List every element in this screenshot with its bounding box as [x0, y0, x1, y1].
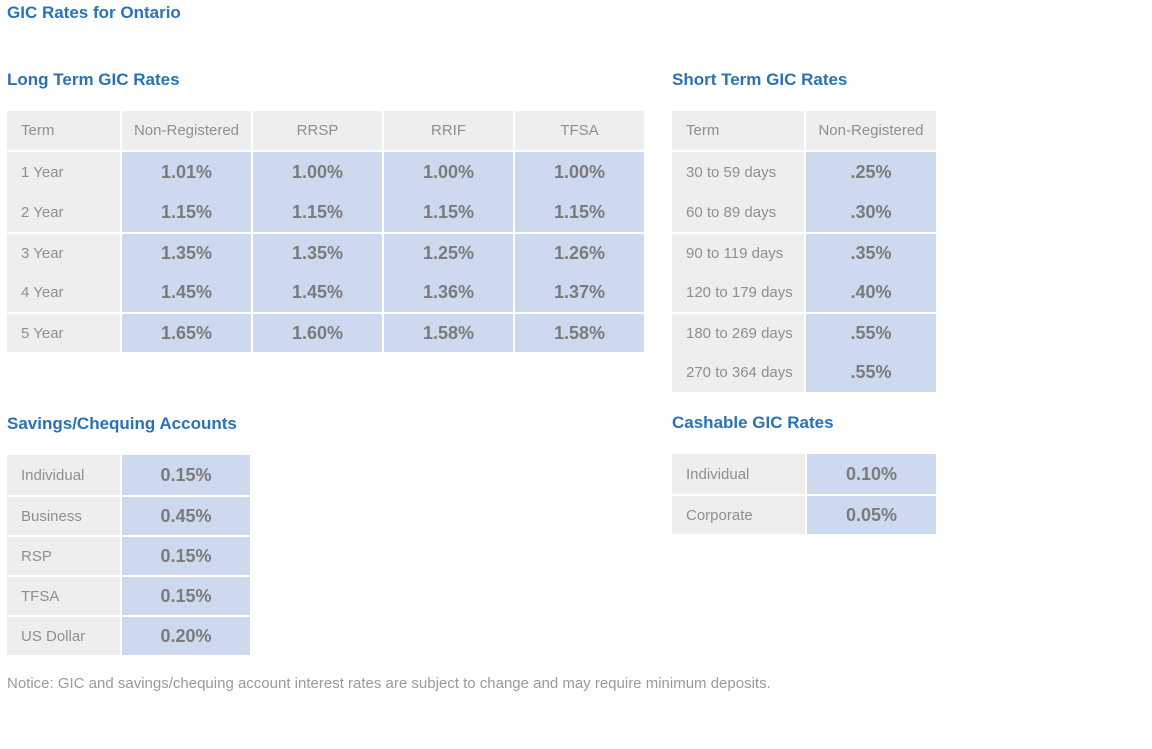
- rate-value-cell: .40%: [804, 272, 936, 312]
- table-row: 120 to 179 days .40%: [672, 272, 936, 312]
- savings-chequing-rates-table: Individual 0.15% Business 0.45% RSP 0.15% TFSA…: [7, 455, 250, 655]
- rates-notice: Notice: GIC and savings/chequing account…: [7, 675, 771, 692]
- long-term-rates-table: Term Non-Registered RRSP RRIF TFSA 1 Year 1.01…: [7, 111, 644, 352]
- right-column: Short Term GIC Rates Term Non-Registered 3…: [672, 71, 1144, 534]
- section-short-term-gic-rates: Short Term GIC Rates Term Non-Registered 3…: [672, 71, 1144, 392]
- column-header-non-registered: Non-Registered: [120, 111, 251, 152]
- rate-value-cell: .35%: [804, 232, 936, 272]
- term-label-cell: 1 Year: [7, 152, 120, 192]
- rate-value-cell: .55%: [804, 312, 936, 352]
- term-label-cell: RSP: [7, 535, 120, 575]
- rate-value-cell: 1.35%: [120, 232, 251, 272]
- term-label-cell: Individual: [672, 454, 805, 494]
- rate-value-cell: 1.25%: [382, 232, 513, 272]
- rate-value-cell: 1.00%: [382, 152, 513, 192]
- table-row: 90 to 119 days .35%: [672, 232, 936, 272]
- table-row: Business 0.45%: [7, 495, 250, 535]
- rate-value-cell: 1.45%: [120, 272, 251, 312]
- rate-value-cell: 1.35%: [251, 232, 382, 272]
- rate-value-cell: 1.15%: [251, 192, 382, 232]
- column-header-rrsp: RRSP: [251, 111, 382, 152]
- table-row: 4 Year 1.45% 1.45% 1.36% 1.37%: [7, 272, 644, 312]
- term-label-cell: 90 to 119 days: [672, 232, 804, 272]
- term-label-cell: 270 to 364 days: [672, 352, 804, 392]
- table-row: 270 to 364 days .55%: [672, 352, 936, 392]
- rate-value-cell: 1.60%: [251, 312, 382, 352]
- term-label-cell: US Dollar: [7, 615, 120, 655]
- rate-value-cell: 0.15%: [120, 455, 250, 495]
- column-header-term: Term: [672, 111, 804, 152]
- short-term-rates-table-host: Term Non-Registered 30 to 59 days .25% 60 to…: [672, 111, 1144, 392]
- section-long-term-gic-rates: Long Term GIC Rates Term Non-Registered RR…: [7, 71, 672, 352]
- table-row: Corporate 0.05%: [672, 494, 936, 534]
- table-row: 5 Year 1.65% 1.60% 1.58% 1.58%: [7, 312, 644, 352]
- content-columns: Long Term GIC Rates Term Non-Registered RR…: [7, 71, 1144, 655]
- rate-value-cell: 1.15%: [513, 192, 644, 232]
- rate-value-cell: 0.15%: [120, 535, 250, 575]
- section-heading-savings-chequing: Savings/Chequing Accounts: [7, 414, 237, 433]
- section-heading-cashable: Cashable GIC Rates: [672, 413, 834, 432]
- rate-value-cell: 1.45%: [251, 272, 382, 312]
- savings-chequing-table-host: Individual 0.15% Business 0.45% RSP 0.15% TFSA…: [7, 455, 672, 655]
- rate-value-cell: 1.58%: [382, 312, 513, 352]
- table-row: RSP 0.15%: [7, 535, 250, 575]
- rate-value-cell: 0.15%: [120, 575, 250, 615]
- term-label-cell: 5 Year: [7, 312, 120, 352]
- rate-value-cell: 1.36%: [382, 272, 513, 312]
- term-label-cell: 120 to 179 days: [672, 272, 804, 312]
- cashable-rates-table: Individual 0.10% Corporate 0.05%: [672, 454, 936, 534]
- rate-value-cell: 1.26%: [513, 232, 644, 272]
- rate-value-cell: 1.15%: [120, 192, 251, 232]
- term-label-cell: 180 to 269 days: [672, 312, 804, 352]
- table-header-row: Term Non-Registered: [672, 111, 936, 152]
- section-savings-chequing: Savings/Chequing Accounts Individual 0.15…: [7, 415, 672, 655]
- column-header-rrif: RRIF: [382, 111, 513, 152]
- long-term-rates-table-host: Term Non-Registered RRSP RRIF TFSA 1 Year 1.01…: [7, 111, 672, 352]
- table-row: 180 to 269 days .55%: [672, 312, 936, 352]
- rate-value-cell: 1.00%: [513, 152, 644, 192]
- table-row: 30 to 59 days .25%: [672, 152, 936, 192]
- column-header-tfsa: TFSA: [513, 111, 644, 152]
- table-row: TFSA 0.15%: [7, 575, 250, 615]
- table-row: 3 Year 1.35% 1.35% 1.25% 1.26%: [7, 232, 644, 272]
- section-heading-long-term: Long Term GIC Rates: [7, 70, 180, 89]
- term-label-cell: Business: [7, 495, 120, 535]
- table-row: US Dollar 0.20%: [7, 615, 250, 655]
- rate-value-cell: 1.58%: [513, 312, 644, 352]
- table-row: 1 Year 1.01% 1.00% 1.00% 1.00%: [7, 152, 644, 192]
- term-label-cell: Corporate: [672, 494, 805, 534]
- rate-value-cell: 0.10%: [805, 454, 936, 494]
- rate-value-cell: .30%: [804, 192, 936, 232]
- rate-value-cell: 1.00%: [251, 152, 382, 192]
- rate-value-cell: .25%: [804, 152, 936, 192]
- column-header-non-registered: Non-Registered: [804, 111, 936, 152]
- table-header-row: Term Non-Registered RRSP RRIF TFSA: [7, 111, 644, 152]
- rate-value-cell: 1.01%: [120, 152, 251, 192]
- page-title: GIC Rates for Ontario: [7, 3, 181, 22]
- rate-value-cell: 1.15%: [382, 192, 513, 232]
- short-term-rates-table: Term Non-Registered 30 to 59 days .25% 60 to…: [672, 111, 936, 392]
- section-heading-short-term: Short Term GIC Rates: [672, 70, 848, 89]
- column-header-term: Term: [7, 111, 120, 152]
- rate-value-cell: 0.20%: [120, 615, 250, 655]
- rate-value-cell: .55%: [804, 352, 936, 392]
- rate-value-cell: 1.65%: [120, 312, 251, 352]
- table-row: 60 to 89 days .30%: [672, 192, 936, 232]
- table-row: Individual 0.15%: [7, 455, 250, 495]
- term-label-cell: 3 Year: [7, 232, 120, 272]
- rate-value-cell: 0.05%: [805, 494, 936, 534]
- term-label-cell: TFSA: [7, 575, 120, 615]
- table-row: 2 Year 1.15% 1.15% 1.15% 1.15%: [7, 192, 644, 232]
- term-label-cell: 60 to 89 days: [672, 192, 804, 232]
- left-column: Long Term GIC Rates Term Non-Registered RR…: [7, 71, 672, 655]
- section-cashable-gic-rates: Cashable GIC Rates Individual 0.10% Corpor…: [672, 414, 1144, 534]
- term-label-cell: 4 Year: [7, 272, 120, 312]
- table-row: Individual 0.10%: [672, 454, 936, 494]
- rate-value-cell: 0.45%: [120, 495, 250, 535]
- term-label-cell: 30 to 59 days: [672, 152, 804, 192]
- term-label-cell: 2 Year: [7, 192, 120, 232]
- cashable-rates-table-host: Individual 0.10% Corporate 0.05%: [672, 454, 1144, 534]
- term-label-cell: Individual: [7, 455, 120, 495]
- rate-value-cell: 1.37%: [513, 272, 644, 312]
